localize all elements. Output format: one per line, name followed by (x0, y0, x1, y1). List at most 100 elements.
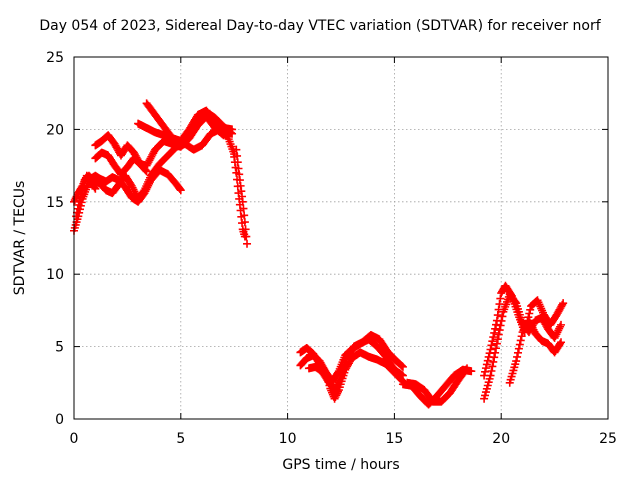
data-point (514, 344, 523, 353)
data-point (490, 328, 499, 337)
data-point (553, 328, 562, 337)
data-point (128, 183, 137, 192)
plot-frame (73, 56, 609, 420)
data-point (529, 325, 538, 334)
data-point (335, 376, 344, 385)
data-point (398, 371, 407, 380)
data-point (493, 335, 502, 344)
data-point (486, 345, 495, 354)
data-point (91, 184, 100, 193)
data-point (559, 299, 568, 308)
data-point (127, 181, 136, 190)
data-point (129, 185, 138, 194)
data-point (557, 320, 566, 329)
data-point (489, 357, 498, 366)
x-tick-label: 25 (599, 431, 617, 447)
data-point (498, 312, 507, 321)
data-point (495, 326, 504, 335)
data-point (528, 323, 537, 332)
data-point (333, 380, 342, 389)
data-point (233, 182, 242, 191)
data-point (483, 356, 492, 365)
data-point (232, 168, 241, 177)
data-series-arc-q (505, 316, 566, 387)
data-point (554, 326, 563, 335)
data-point (331, 384, 340, 393)
data-point (70, 196, 79, 205)
data-point (175, 185, 184, 194)
data-point (331, 392, 340, 401)
data-point (71, 194, 80, 203)
data-point (228, 125, 237, 134)
data-point (551, 332, 560, 341)
data-point (496, 321, 505, 330)
data-point (243, 239, 252, 248)
data-point (486, 371, 495, 380)
data-point (332, 391, 341, 400)
x-tick-label: 15 (385, 431, 403, 447)
data-point (488, 362, 497, 371)
x-tick-label: 0 (70, 431, 79, 447)
data-point (496, 294, 505, 303)
data-point (74, 200, 83, 209)
tick-labels: 0 5 10 15 20 25 0 5 10 15 20 25 (46, 50, 617, 447)
data-point (556, 322, 565, 331)
data-point (557, 338, 566, 347)
data-point (397, 361, 406, 370)
data-point (556, 339, 565, 348)
x-tick-label: 5 (176, 431, 185, 447)
data-point (176, 186, 185, 195)
data-point (491, 348, 500, 357)
data-point (527, 322, 536, 331)
data-point (511, 297, 520, 306)
data-point (332, 382, 341, 391)
y-tick-label: 25 (46, 50, 64, 66)
data-series-arc-l (304, 331, 407, 395)
data-points (70, 99, 568, 409)
data-point (494, 330, 503, 339)
data-point (73, 204, 82, 213)
data-series-arc-i (230, 152, 249, 241)
data-point (481, 364, 490, 373)
data-point (512, 357, 521, 366)
data-point (492, 344, 501, 353)
data-point (515, 340, 524, 349)
data-point (497, 316, 506, 325)
data-series-arc-p (480, 290, 566, 403)
data-point (463, 364, 472, 373)
y-tick-label: 5 (55, 340, 64, 356)
data-series-arc-c (70, 171, 100, 206)
data-point (524, 316, 533, 325)
y-tick-label: 0 (55, 412, 64, 428)
data-point (555, 324, 564, 333)
data-point (330, 394, 339, 403)
data-point (558, 300, 567, 309)
data-point (487, 341, 496, 350)
data-point (90, 183, 99, 192)
x-tick-label: 20 (492, 431, 510, 447)
data-point (513, 352, 522, 361)
data-point (513, 348, 522, 357)
data-point (462, 365, 471, 374)
data-point (525, 318, 534, 327)
data-point (481, 367, 490, 376)
data-point (233, 175, 242, 184)
x-tick-label: 10 (279, 431, 297, 447)
data-point (491, 324, 500, 333)
data-point (525, 309, 534, 318)
y-tick-label: 20 (46, 122, 64, 138)
y-tick-label: 10 (46, 267, 64, 283)
data-series-arc-b (72, 125, 239, 221)
x-axis-label: GPS time / hours (282, 457, 400, 473)
data-point (398, 362, 407, 371)
data-point (517, 332, 526, 341)
data-point (240, 232, 249, 241)
data-point (488, 337, 497, 346)
data-point (492, 320, 501, 329)
data-point (130, 187, 139, 196)
data-point (489, 333, 498, 342)
data-point (493, 311, 502, 320)
data-point (487, 367, 496, 376)
data-series-arc-g (142, 99, 237, 145)
